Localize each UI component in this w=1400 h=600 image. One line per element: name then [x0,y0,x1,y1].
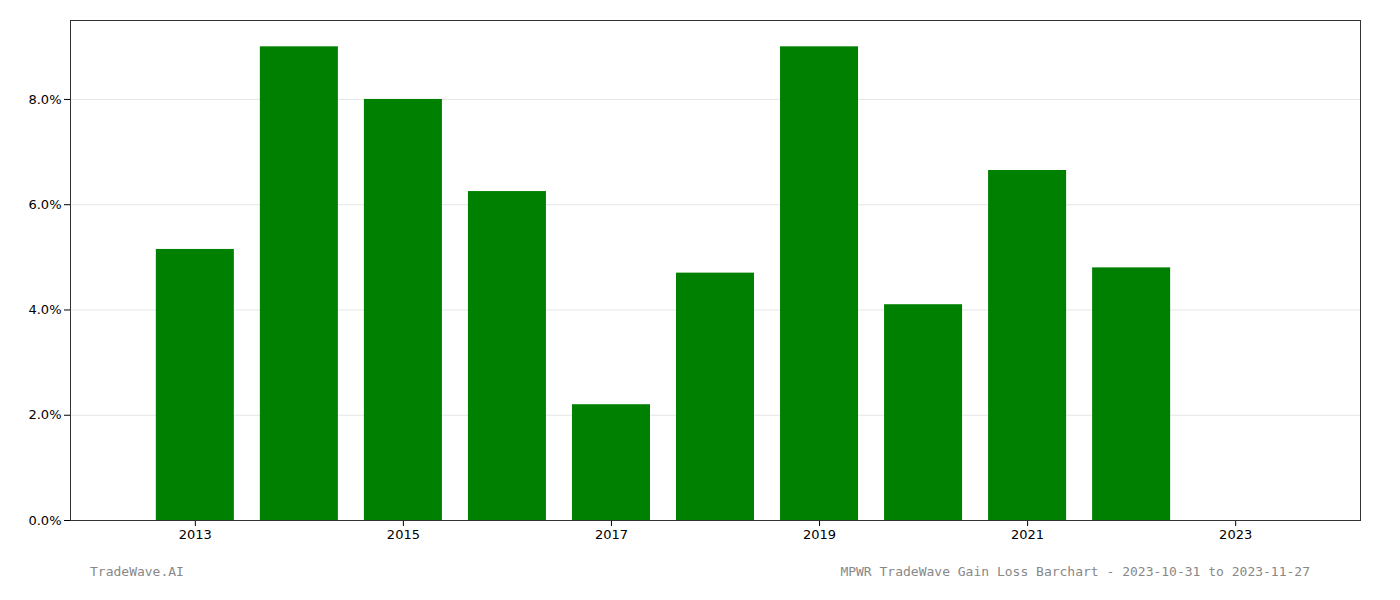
svg-text:2015: 2015 [387,527,420,542]
svg-text:0.0%: 0.0% [28,513,61,528]
svg-text:2017: 2017 [595,527,628,542]
svg-text:8.0%: 8.0% [28,92,61,107]
svg-text:2013: 2013 [179,527,212,542]
svg-text:4.0%: 4.0% [28,302,61,317]
svg-text:2019: 2019 [803,527,836,542]
svg-text:2.0%: 2.0% [28,407,61,422]
svg-text:6.0%: 6.0% [28,197,61,212]
svg-text:2021: 2021 [1011,527,1044,542]
html-text:MPWR TradeWave Gain Loss Barch: MPWR TradeWave Gain Loss Barchart - 2023… [840,564,1310,579]
svg-text:2023: 2023 [1219,527,1252,542]
html-text:TradeWave.AI: TradeWave.AI [90,564,184,579]
